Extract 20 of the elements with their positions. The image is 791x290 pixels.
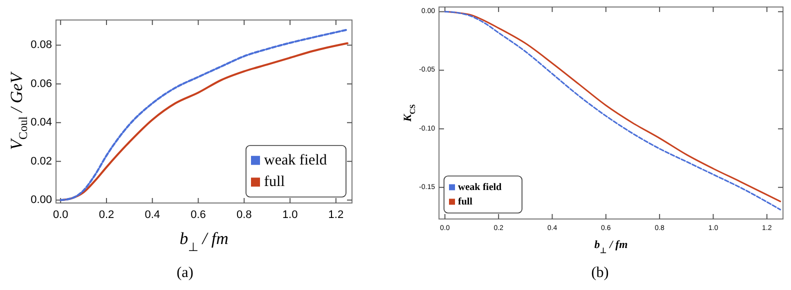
y-tick-label: 0.02 [30, 155, 52, 168]
y-tick-label: 0.04 [30, 116, 52, 129]
x-axis-title: b$_{⊥}$ / fm [180, 229, 228, 254]
x-tick-label: 1.0 [282, 209, 298, 221]
x-tick-label: 0.8 [236, 209, 252, 221]
x-tick-label: 0.4 [144, 209, 160, 221]
x-tick-label: 0.2 [98, 209, 114, 221]
y-tick-label: 0.00 [30, 194, 52, 206]
legend-label: weak field [458, 182, 502, 193]
text: (a) [176, 265, 194, 281]
text: (b) [591, 265, 609, 281]
legend-label: full [458, 196, 473, 208]
x-tick-label: 0.0 [52, 209, 68, 221]
x-tick-label: 1.2 [328, 209, 344, 221]
legend-label: full [264, 174, 285, 190]
x-tick-label: 0.6 [190, 209, 206, 221]
y-tick-label: 0.06 [30, 78, 52, 90]
legend-label: weak field [264, 152, 328, 168]
y-tick-label: 0.08 [30, 39, 52, 52]
x-axis-title: b$_{⊥}$ / fm [594, 239, 628, 254]
